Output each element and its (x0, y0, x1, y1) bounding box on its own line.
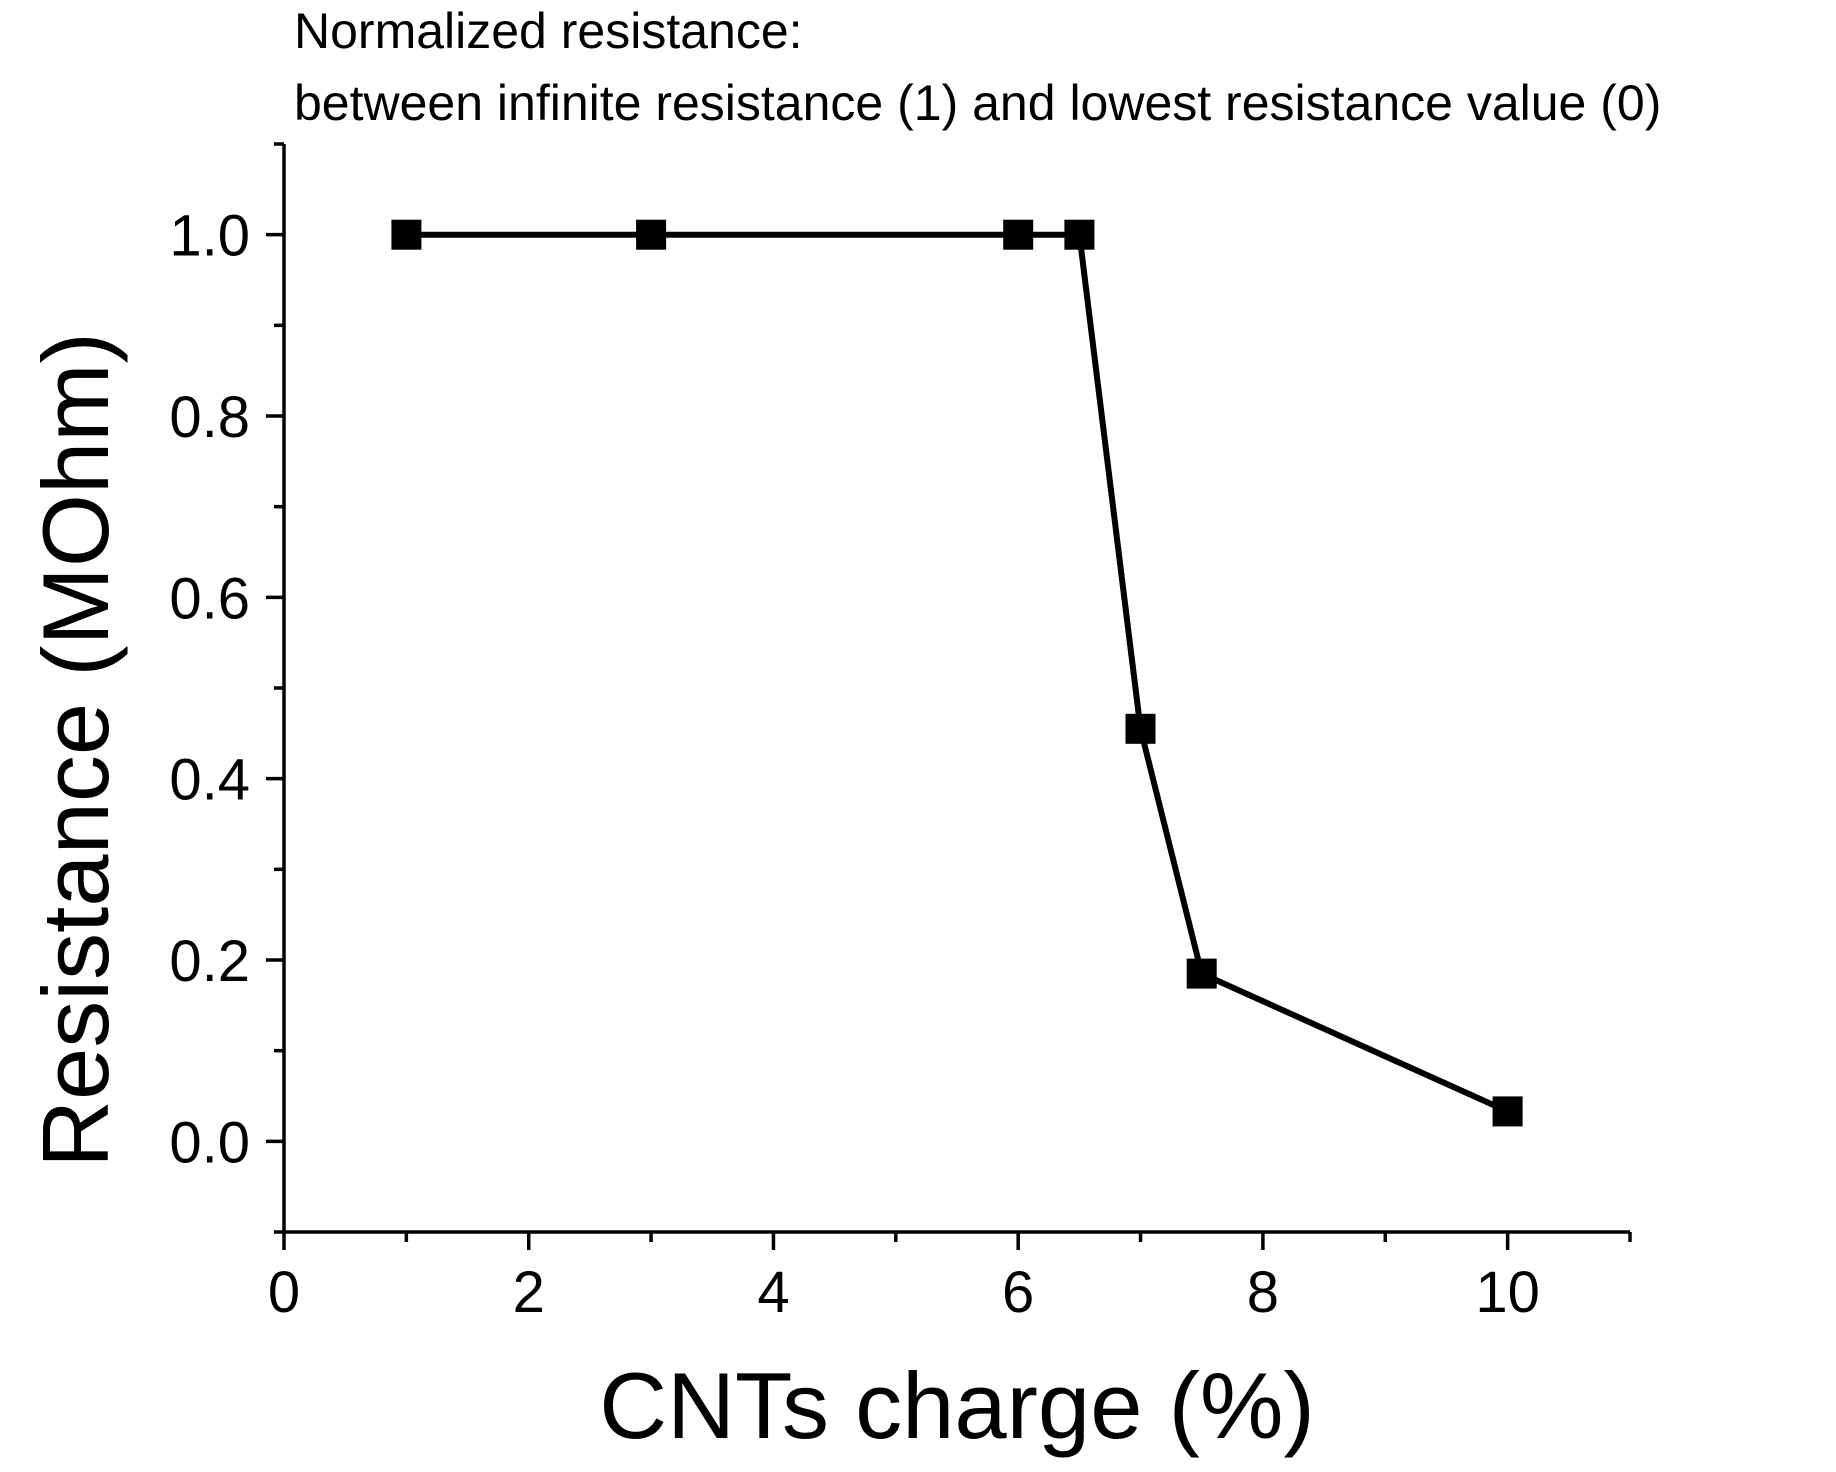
data-point (1003, 219, 1034, 250)
x-tick-label: 8 (1247, 1260, 1279, 1325)
ticks (266, 142, 1632, 1250)
axes (282, 144, 1630, 1234)
data-point (1125, 713, 1156, 744)
annotation-line-1: Normalized resistance: (294, 3, 803, 59)
y-tick-label: 0.0 (169, 1110, 250, 1175)
y-tick-label: 1.0 (169, 204, 250, 269)
x-tick-label: 6 (1002, 1260, 1034, 1325)
x-tick-label: 4 (757, 1260, 789, 1325)
y-tick-label: 0.2 (169, 929, 250, 994)
y-tick-label: 0.6 (169, 566, 250, 631)
data-point (1064, 219, 1095, 250)
data-point (1492, 1096, 1523, 1127)
x-axis-title: CNTs charge (%) (599, 1353, 1315, 1458)
y-tick-label: 0.8 (169, 385, 250, 450)
x-tick-label: 0 (268, 1260, 300, 1325)
plot-area (391, 219, 1523, 1127)
annotation-line-2: between infinite resistance (1) and lowe… (294, 75, 1661, 131)
data-point (391, 219, 422, 250)
tick-labels: 0 2 4 6 8 10 0.0 0.2 0.4 0.6 0.8 1.0 (169, 204, 1540, 1325)
data-point (636, 219, 667, 250)
series-line (406, 231, 1509, 1115)
x-tick-label: 2 (513, 1260, 545, 1325)
y-axis-title: Resistance (MOhm) (23, 332, 128, 1168)
x-tick-label: 10 (1475, 1260, 1540, 1325)
y-tick-label: 0.4 (169, 748, 250, 813)
data-point (1186, 958, 1217, 989)
